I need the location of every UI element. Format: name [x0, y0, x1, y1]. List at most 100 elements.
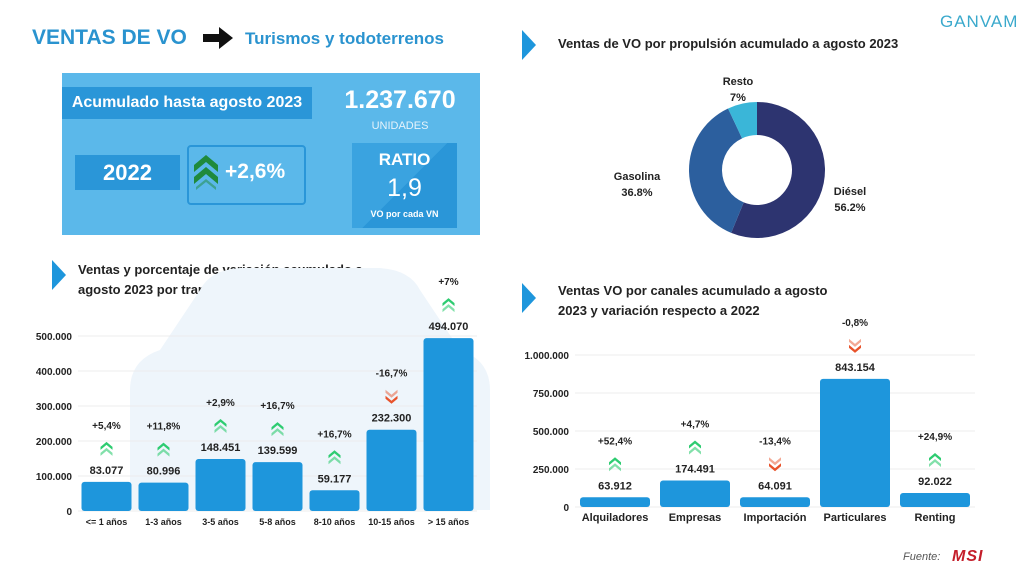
variation-label: -16,7%	[376, 369, 408, 380]
source-label: Fuente:	[903, 551, 941, 563]
chevron	[157, 442, 170, 451]
y-tick-label: 750.000	[533, 389, 570, 400]
channel-chart-title-line1: Ventas VO por canales acumulado a agosto	[558, 283, 828, 298]
slice-label: Resto	[723, 76, 754, 88]
x-tick-label: Renting	[915, 512, 956, 524]
chevron	[689, 446, 701, 455]
y-tick-label: 200.000	[36, 437, 73, 448]
age-bar-chart: 0 100.000 200.000 300.000 400.000 500.000 83.0…	[36, 268, 490, 527]
y-tick-label: 0	[66, 507, 72, 518]
variation-label: +16,7%	[317, 429, 351, 440]
ratio-box	[352, 143, 457, 228]
bar	[309, 490, 360, 511]
y-tick-label: 250.000	[533, 465, 570, 476]
x-tick-label: Alquiladores	[582, 512, 649, 524]
slice-value: 56.2%	[834, 202, 865, 214]
section-marker-icon	[522, 283, 536, 313]
slice-label: Diésel	[834, 186, 866, 198]
y-tick-label: 300.000	[36, 402, 73, 413]
increase-arrow-icon	[609, 457, 621, 472]
y-tick-label: 100.000	[36, 472, 73, 483]
chevron	[769, 463, 781, 472]
bar-value-label: 83.077	[90, 465, 124, 477]
variation-label: +24,9%	[918, 432, 952, 443]
x-tick-label: Empresas	[669, 512, 722, 524]
bar	[820, 378, 890, 507]
accumulated-label: Acumulado hasta agosto 2023	[62, 87, 312, 119]
chevron	[442, 304, 455, 313]
variation-box	[187, 145, 306, 205]
units-label: UNIDADES	[371, 120, 429, 132]
main-title: VENTAS DE VO	[32, 26, 187, 49]
chevron	[100, 441, 113, 450]
decrease-arrow-icon	[385, 389, 398, 404]
x-tick-label: <= 1 años	[86, 517, 128, 527]
chevron	[769, 457, 781, 466]
double-chevron-up-icon	[194, 155, 218, 190]
variation-label: +2,9%	[206, 398, 235, 409]
bar	[423, 338, 474, 511]
decrease-arrow-icon	[769, 457, 781, 472]
chevron	[271, 422, 284, 431]
bar	[81, 481, 132, 511]
increase-arrow-icon	[100, 441, 113, 456]
bar	[252, 462, 303, 511]
ratio-label: RATIO	[378, 150, 431, 169]
bar-value-label: 148.451	[201, 442, 241, 454]
bar	[366, 429, 417, 511]
ratio-note: VO por cada VN	[370, 209, 439, 219]
slice-value: 36.8%	[621, 187, 652, 199]
x-tick-label: Importación	[744, 512, 807, 524]
bar	[900, 493, 970, 507]
chevron	[385, 395, 398, 404]
variation-label: +7%	[438, 277, 458, 288]
variation-label: +52,4%	[598, 436, 632, 447]
pie-title: Ventas de VO por propulsión acumulado a …	[558, 36, 899, 51]
chevron	[328, 456, 341, 465]
chevron	[609, 457, 621, 466]
bar-value-label: 843.154	[835, 362, 876, 374]
y-tick-label: 1.000.000	[525, 351, 570, 362]
variation-label: +4,7%	[681, 419, 710, 430]
chevron	[100, 447, 113, 456]
chevron	[385, 389, 398, 398]
y-tick-label: 400.000	[36, 367, 73, 378]
total-units: 1.237.670	[344, 86, 456, 114]
x-tick-label: 1-3 años	[145, 517, 182, 527]
bar-value-label: 80.996	[147, 466, 181, 478]
increase-arrow-icon	[328, 450, 341, 465]
decrease-arrow-icon	[849, 338, 861, 353]
pie-slice-1	[689, 108, 744, 233]
chevron	[689, 440, 701, 449]
bar-value-label: 139.599	[258, 445, 298, 457]
bar-value-label: 64.091	[758, 480, 792, 492]
slice-value: 7%	[730, 92, 746, 104]
variation-label: -13,4%	[759, 436, 791, 447]
chevron	[849, 344, 861, 353]
variation-label: +11,8%	[147, 422, 181, 433]
ratio-value: 1,9	[387, 174, 422, 202]
ganvam-logo: GANVAM	[940, 12, 1019, 31]
bar	[195, 459, 246, 511]
propulsion-donut-chart: Diésel 56.2% Gasolina 36.8% Resto 7%	[614, 76, 866, 239]
chevron	[609, 463, 621, 472]
y-tick-label: 500.000	[36, 332, 73, 343]
x-tick-label: Particulares	[824, 512, 887, 524]
chevron	[929, 459, 941, 468]
pie-slice-0	[731, 102, 825, 239]
year-label: 2022	[75, 155, 180, 190]
bar	[740, 497, 810, 507]
channel-chart-title-line2: 2023 y variación respecto a 2022	[558, 303, 760, 318]
increase-arrow-icon	[689, 440, 701, 455]
variation-label: -0,8%	[842, 318, 868, 329]
y-tick-label: 0	[563, 503, 569, 514]
slice-label: Gasolina	[614, 171, 661, 183]
bar-value-label: 174.491	[675, 463, 715, 475]
x-tick-label: 8-10 años	[314, 517, 356, 527]
increase-arrow-icon	[157, 442, 170, 457]
x-tick-label: 3-5 años	[202, 517, 239, 527]
chevron	[214, 419, 227, 428]
bar-value-label: 232.300	[372, 413, 412, 425]
arrow-right-icon	[203, 27, 233, 49]
